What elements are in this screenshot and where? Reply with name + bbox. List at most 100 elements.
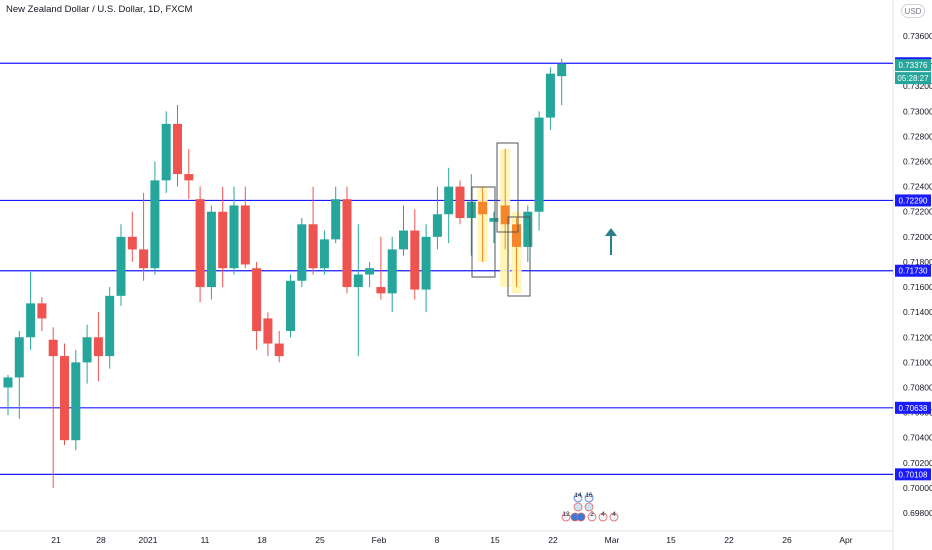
flag-icon [584,502,594,512]
candle-body [512,224,521,247]
pattern-box [507,216,531,297]
x-tick-label: 8 [435,535,440,545]
candle-body [240,205,250,265]
event-marker-label: 2 [590,511,594,518]
event-marker [561,512,571,522]
flag-icon [573,502,583,512]
x-tick-label: 15 [490,535,500,545]
y-tick-label: 0.71600 [903,282,932,292]
candle-body [421,236,431,290]
y-tick-label: 0.73600 [903,31,932,41]
candle-body [489,218,499,222]
candle-body [150,180,160,269]
event-marker [609,512,619,522]
level-label: 0.70638 [899,404,928,413]
current-price-badge [895,59,931,72]
candle-body [139,249,149,269]
candle-body [331,199,341,240]
candle-body [26,303,36,338]
pattern-box [471,186,496,278]
level-badge [895,264,931,277]
candle-body [410,230,420,290]
x-tick-label: 21 [51,535,61,545]
y-tick-label: 0.70000 [903,483,932,493]
y-tick-label: 0.71000 [903,357,932,367]
x-tick-label: Apr [839,535,852,545]
chart-title: New Zealand Dollar / U.S. Dollar, 1D, FX… [6,4,193,15]
level-badge [895,468,931,481]
x-tick-label: Feb [372,535,387,545]
x-tick-label: 26 [782,535,792,545]
candle-body [206,211,216,288]
x-tick-label: 28 [96,535,106,545]
candle-body [184,174,194,181]
candle-body [3,377,13,388]
x-tick-label: 22 [724,535,734,545]
candle-body [444,186,454,215]
candle-body [478,201,488,215]
event-marker-label: 16 [585,492,593,499]
countdown-badge [895,72,931,85]
y-tick-label: 0.72600 [903,157,932,167]
level-label: 0.70108 [899,470,928,479]
event-marker-label: 4 [612,511,616,518]
y-tick-label: 0.72400 [903,182,932,192]
candle-body [218,211,228,269]
candle-body [353,274,363,288]
x-tick-label: Mar [605,535,620,545]
x-tick-label: 11 [201,535,210,545]
arrow-head [605,228,617,236]
candle-body [297,224,307,281]
candle-body [286,280,295,331]
candle-body [500,205,510,225]
candle-body [14,337,24,378]
candle-body [161,123,171,181]
y-tick-label: 0.71800 [903,257,932,267]
candle-body [342,199,352,288]
candle-body [319,239,329,269]
candle-body [274,343,284,357]
candle-body [105,295,115,357]
x-tick-label: 22 [548,535,558,545]
candle-body [399,230,408,250]
event-marker [584,493,594,503]
y-tick-label: 0.73200 [903,81,932,91]
current-price-label: 0.73376 [899,61,928,70]
countdown-label: 05:28:27 [897,74,929,83]
level-label: 0.72290 [899,196,928,205]
y-tick-label: 0.72200 [903,207,932,217]
candle-body [37,303,47,319]
event-marker [587,512,597,522]
flag-icon [576,512,586,522]
x-tick-label: 15 [666,535,676,545]
candle-body [545,73,555,118]
level-badge [895,401,931,414]
x-tick-label: 25 [315,535,325,545]
y-tick-label: 0.70400 [903,433,932,443]
event-marker-label: 12 [562,511,570,518]
candle-body [376,287,386,294]
candle-body [365,268,375,275]
candle-body [387,249,397,294]
y-tick-label: 0.71400 [903,307,932,317]
y-tick-label: 0.70800 [903,382,932,392]
level-label: 0.71730 [899,267,928,276]
candle-body [455,186,465,219]
candle-body [60,356,69,441]
candle-body [534,117,544,212]
candle-body [173,123,182,175]
currency-button[interactable]: USD [901,4,925,18]
candle-body [308,224,318,269]
x-tick-label: 2021 [139,535,158,545]
y-tick-label: 0.73000 [903,106,932,116]
event-marker-label: 14 [574,492,582,499]
y-tick-label: 0.71200 [903,332,932,342]
x-tick-label: 18 [257,535,267,545]
candle-body [263,318,273,344]
event-marker [573,493,583,503]
candle-body [432,214,442,237]
candle-body [127,236,137,250]
level-badge [895,194,931,207]
y-tick-label: 0.69800 [903,508,932,518]
